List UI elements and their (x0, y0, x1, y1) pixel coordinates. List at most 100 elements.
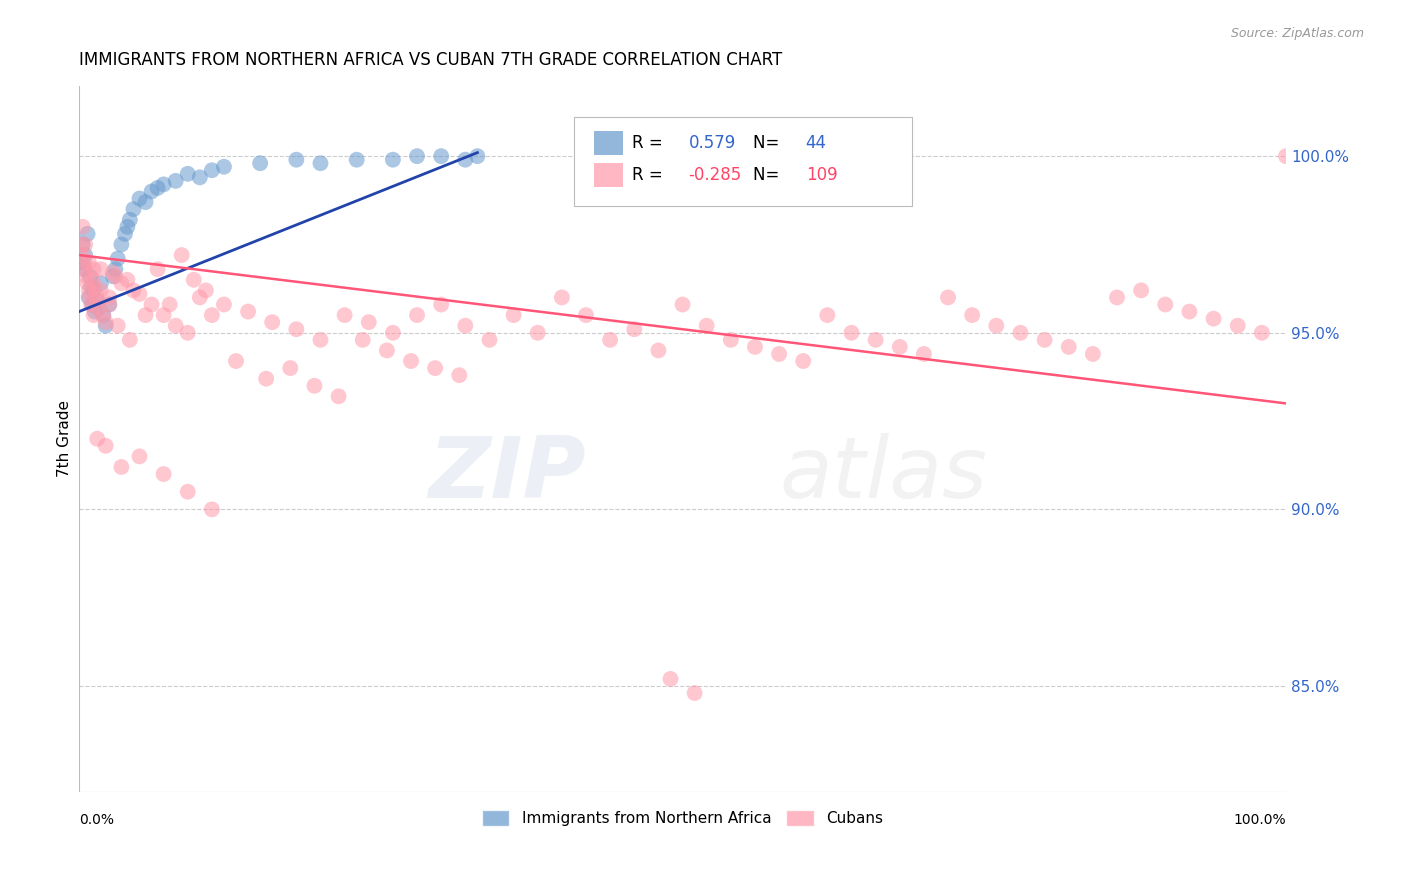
Point (94, 315, 117, 329)
Point (526, 326, 548, 340)
Point (80, 280, 103, 294)
Text: R =: R = (631, 166, 668, 184)
Point (75, 262, 97, 277)
Point (188, 170, 211, 185)
Point (72, 237, 94, 252)
Point (406, 308, 429, 322)
Point (84, 287, 107, 301)
Point (72, 219, 94, 234)
Text: Source: ZipAtlas.com: Source: ZipAtlas.com (1230, 27, 1364, 40)
Point (399, 354, 422, 368)
Point (502, 308, 524, 322)
Text: 44: 44 (806, 135, 827, 153)
Point (77, 284, 100, 298)
Point (841, 326, 863, 340)
Point (75, 248, 97, 262)
Point (262, 315, 284, 329)
Point (194, 284, 217, 298)
Point (76, 277, 98, 291)
Point (1057, 340, 1080, 354)
Point (201, 502, 224, 516)
Point (76, 227, 98, 241)
FancyBboxPatch shape (574, 118, 912, 206)
Point (134, 308, 156, 322)
Point (357, 315, 380, 329)
Text: ZIP: ZIP (429, 433, 586, 516)
Point (152, 178, 174, 192)
Text: R =: R = (631, 135, 668, 153)
Point (1275, 149, 1298, 163)
Point (188, 290, 211, 304)
Point (285, 153, 308, 167)
Point (98, 297, 121, 311)
Point (1010, 326, 1032, 340)
Point (128, 287, 150, 301)
Point (254, 372, 277, 386)
Point (744, 340, 766, 354)
Point (114, 227, 136, 241)
Point (122, 202, 145, 216)
Point (118, 333, 141, 347)
Point (1105, 290, 1128, 304)
Point (70, 237, 93, 252)
Point (110, 237, 132, 252)
Text: 0.579: 0.579 (689, 135, 735, 153)
Point (128, 450, 150, 464)
Point (86, 293, 108, 308)
Point (82, 273, 104, 287)
Point (449, 368, 471, 383)
Point (152, 467, 174, 481)
Point (73, 255, 96, 269)
Point (183, 273, 205, 287)
Point (423, 361, 446, 376)
Point (94, 439, 117, 453)
Point (77, 290, 100, 304)
Point (936, 290, 959, 304)
Text: -0.285: -0.285 (689, 166, 742, 184)
Point (170, 248, 193, 262)
Point (118, 212, 141, 227)
Point (304, 378, 326, 392)
Point (1226, 318, 1249, 333)
Point (177, 167, 200, 181)
Point (986, 318, 1008, 333)
Point (165, 174, 187, 188)
Point (146, 181, 169, 195)
Point (83, 304, 105, 318)
Point (478, 333, 501, 347)
Point (381, 326, 404, 340)
Point (91, 308, 114, 322)
Point (98, 297, 121, 311)
Point (454, 318, 477, 333)
Point (249, 156, 271, 170)
Point (72, 248, 94, 262)
Point (82, 297, 104, 311)
Point (551, 290, 574, 304)
Point (599, 333, 621, 347)
Point (107, 318, 129, 333)
Point (1202, 311, 1225, 326)
Point (91, 308, 114, 322)
Point (575, 308, 598, 322)
Point (86, 293, 108, 308)
Point (87, 301, 110, 315)
Point (278, 361, 301, 376)
Legend: Immigrants from Northern Africa, Cubans: Immigrants from Northern Africa, Cubans (474, 803, 891, 834)
Point (454, 153, 477, 167)
Point (110, 277, 132, 291)
Text: N=: N= (752, 135, 785, 153)
Point (94, 318, 117, 333)
Point (83, 280, 105, 294)
Point (375, 343, 398, 358)
Point (225, 354, 247, 368)
Point (165, 318, 187, 333)
Point (117, 273, 139, 287)
Point (212, 160, 235, 174)
Point (792, 354, 814, 368)
Point (101, 266, 124, 280)
Point (659, 672, 682, 686)
Point (720, 333, 742, 347)
Point (333, 308, 356, 322)
Point (352, 333, 374, 347)
Point (79, 269, 101, 284)
